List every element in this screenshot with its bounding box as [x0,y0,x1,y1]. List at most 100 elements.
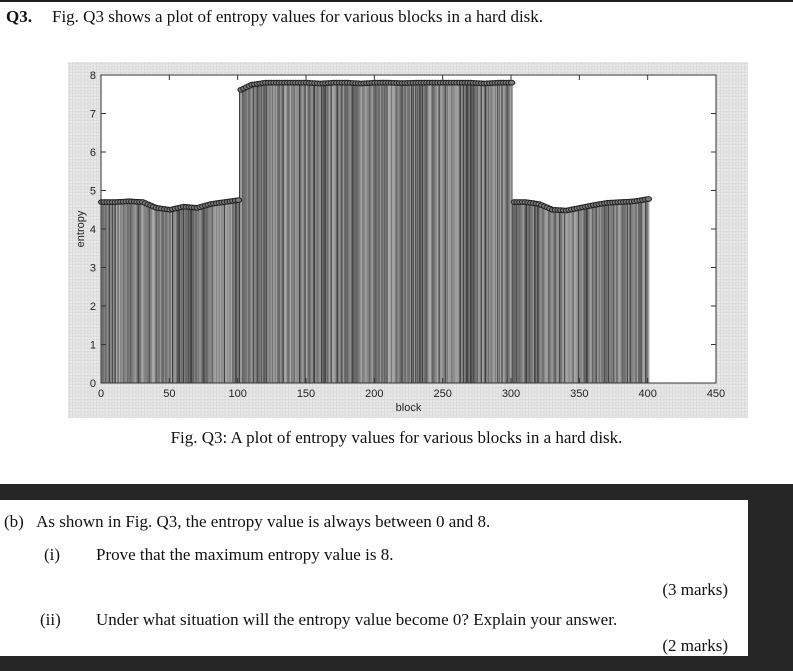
entropy-bar [167,209,170,383]
sub-question-i-marks: (3 marks) [662,580,728,599]
entropy-bar [521,202,524,383]
entropy-bar [378,82,381,383]
entropy-bar [413,82,416,384]
bar-edge [415,82,417,383]
entropy-bar [177,207,180,383]
entropy-bar [348,82,351,383]
entropy-bar [157,208,159,383]
bar-edge [263,82,265,383]
entropy-bar [263,82,266,383]
entropy-bar [293,82,296,383]
x-tick-label: 300 [502,388,520,400]
entropy-bar [265,82,267,383]
entropy-bar [500,82,502,383]
entropy-bar [121,201,124,383]
entropy-bar [618,202,621,383]
entropy-bar [609,202,612,383]
bar-edge [189,207,191,383]
entropy-bar [364,83,367,383]
entropy-bar [306,82,308,383]
y-tick-label: 3 [90,263,96,275]
bar-edge [480,83,482,383]
entropy-bar [133,201,136,383]
bar-edge [325,83,326,384]
entropy-bar [644,199,647,383]
entropy-bar [389,82,392,384]
entropy-bar [292,82,295,383]
entropy-bar [102,202,105,383]
entropy-bar [169,209,172,383]
bar-edge [203,205,205,383]
entropy-bar [449,82,452,383]
entropy-bar [627,201,629,383]
bar-edge [467,82,469,383]
entropy-bar [554,209,557,383]
entropy-bar [593,205,595,383]
entropy-bar [515,202,517,383]
entropy-bar [400,83,403,383]
entropy-bar [322,83,325,383]
entropy-bar [152,206,155,383]
entropy-bar [290,82,293,383]
entropy-bar [274,82,277,383]
bar-edge [282,82,284,383]
bar-edge [535,203,537,383]
entropy-bar [605,203,608,383]
bar-edge [516,202,518,383]
entropy-bar [344,82,347,383]
entropy-bar [166,209,169,383]
entropy-bar [226,201,229,383]
entropy-bar [467,82,470,383]
bar-edge [512,202,514,383]
entropy-bar [558,210,561,383]
entropy-bar [571,209,573,383]
entropy-bar [524,202,527,383]
entropy-bar [490,83,493,384]
entropy-bar [128,201,131,383]
entropy-bar [616,202,618,383]
bar-edge [538,203,540,383]
entropy-bar [401,83,404,384]
bar-edge [627,201,628,383]
entropy-bar [377,82,379,383]
entropy-bar [142,202,144,383]
entropy-bar [472,82,475,383]
entropy-bar [398,83,401,383]
entropy-bar [603,203,606,383]
entropy-bar [154,207,157,383]
entropy-bar [233,200,236,383]
entropy-bar [546,207,549,383]
bar-edge [528,202,530,383]
entropy-bar [403,83,405,383]
entropy-bar [282,82,285,383]
entropy-bar [620,202,623,383]
entropy-bar [140,201,143,383]
entropy-bar [519,202,521,383]
bar-edge [248,85,250,384]
entropy-bar [323,83,326,383]
entropy-bar [459,82,461,383]
entropy-bar [580,207,583,383]
entropy-bar [277,82,280,383]
entropy-bar [359,83,362,383]
entropy-bar [349,82,352,383]
bar-edge [564,210,566,383]
entropy-bar [375,82,378,383]
entropy-bar [125,201,128,383]
bar-edge [586,206,587,383]
entropy-bar [482,83,485,383]
bar-edge [595,204,597,383]
entropy-bar [511,82,513,383]
entropy-bar [122,201,125,383]
entropy-bar [308,82,311,383]
entropy-bar [526,202,528,383]
entropy-bar [351,82,353,383]
x-tick-label: 0 [98,388,104,400]
entropy-bar [595,204,598,383]
bar-edge [485,83,486,383]
entropy-bar [465,82,468,383]
entropy-bar [539,204,542,383]
bar-edge [155,207,157,383]
entropy-bar [124,201,126,383]
entropy-bar [598,204,601,383]
